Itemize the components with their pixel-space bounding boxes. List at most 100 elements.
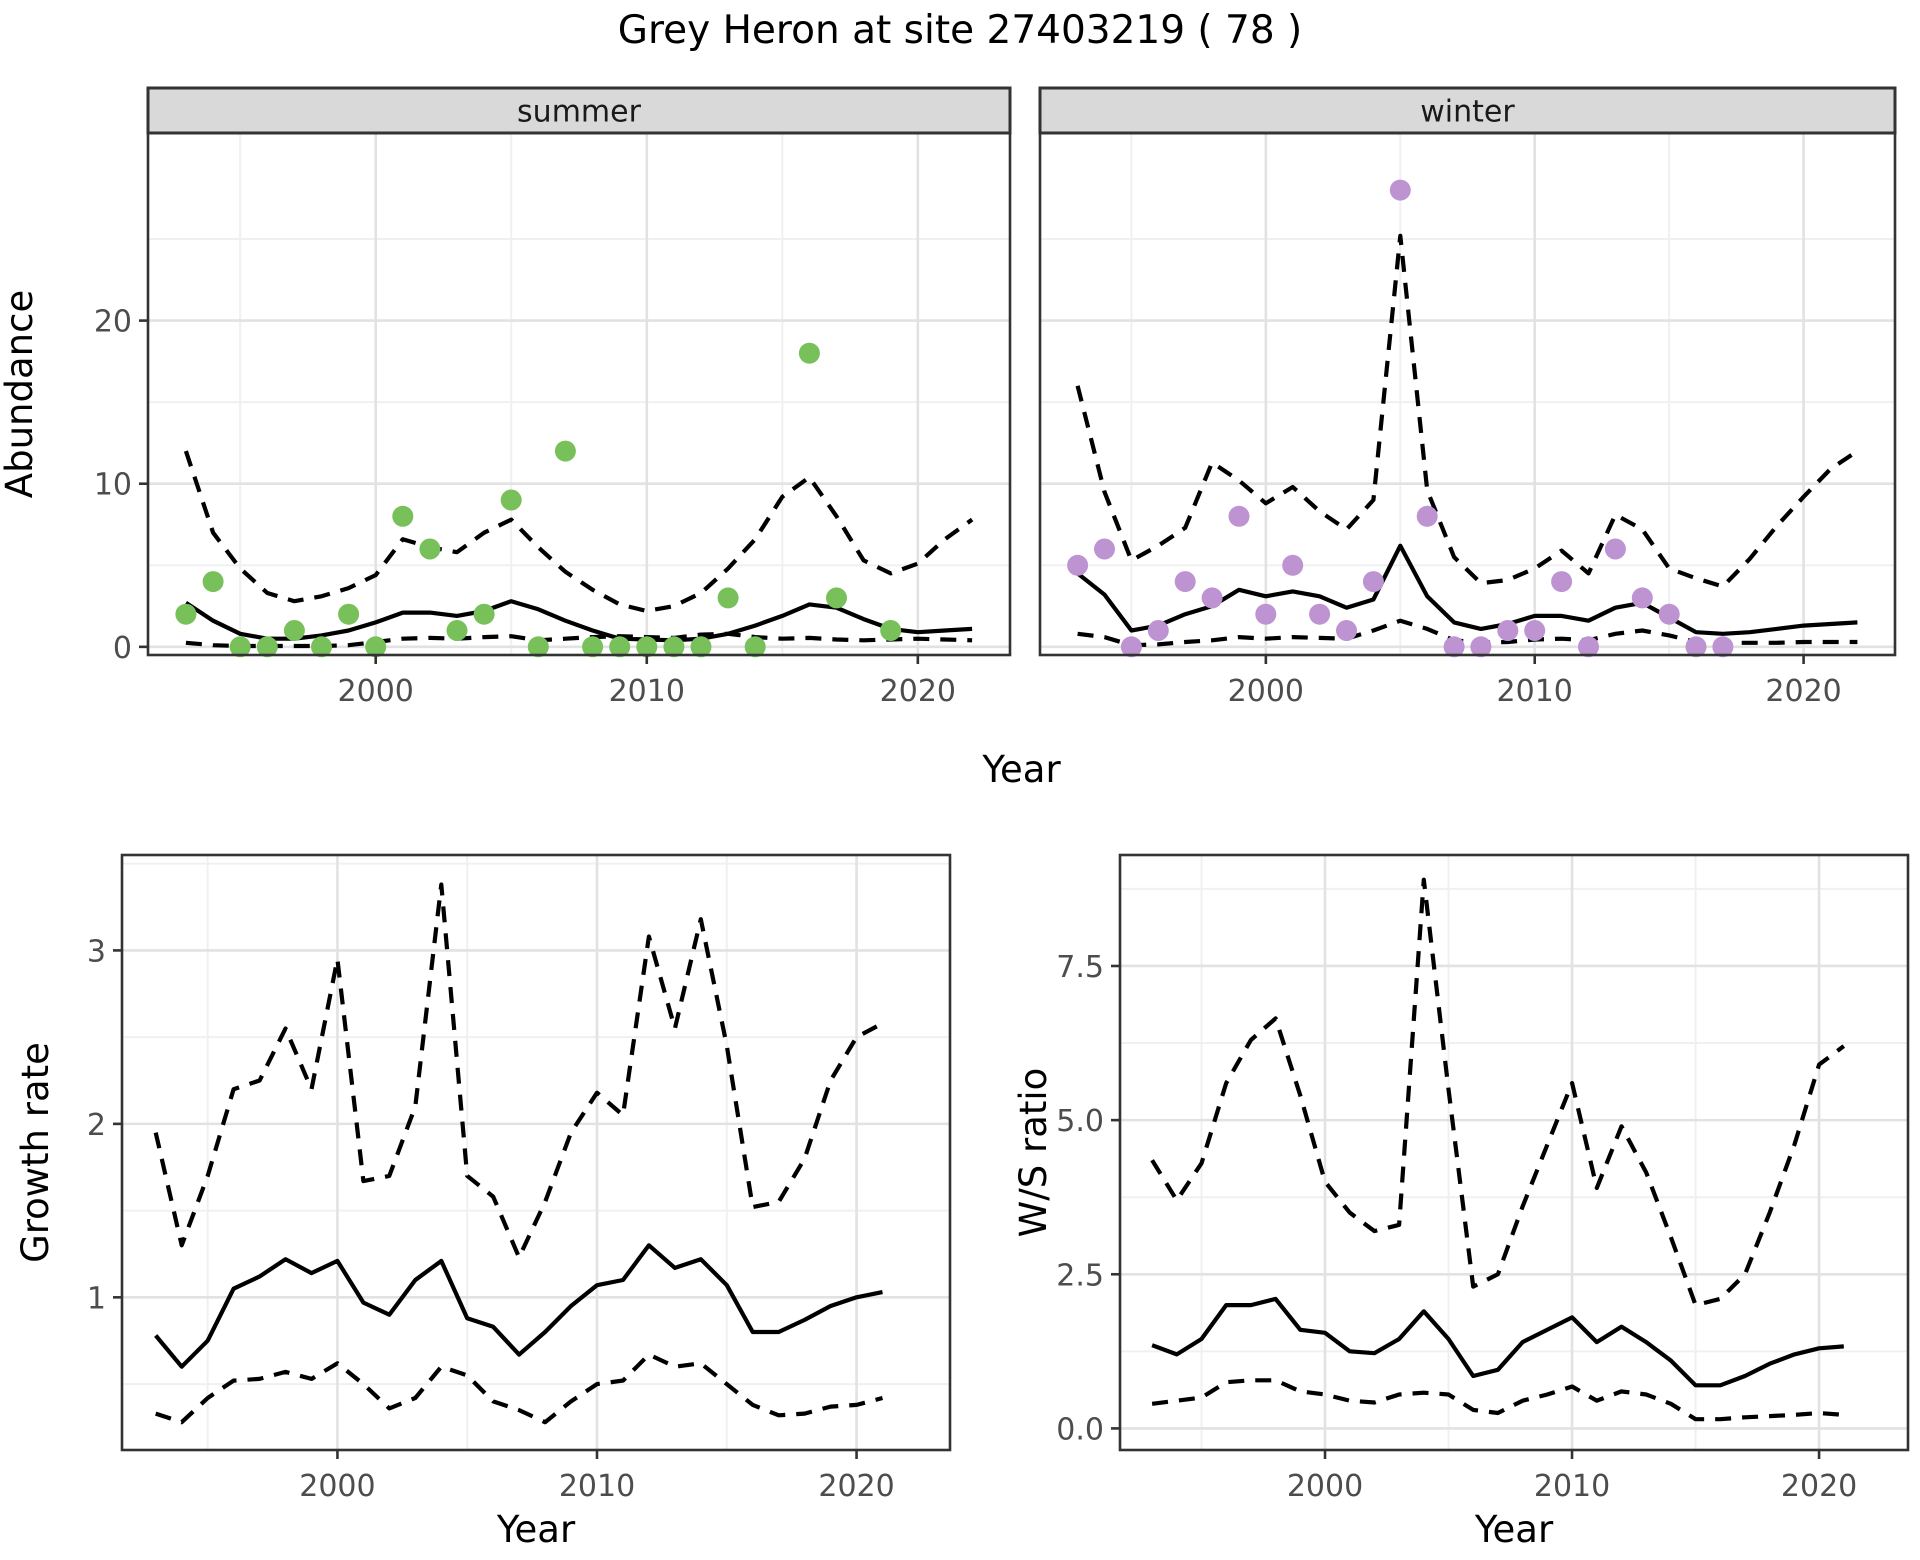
data-point: [473, 603, 495, 625]
lower-ci-line: [1151, 1378, 1844, 1422]
data-point: [419, 538, 441, 560]
panel-ws-ratio: 2000 2010 2020 0.0 2.5 5.0 7.5 Year W/S ratio: [1012, 853, 1910, 1551]
x-tick-label: 2000: [338, 674, 414, 709]
data-point: [283, 620, 305, 641]
data-point: [717, 587, 739, 609]
y-axis-title: Growth rate: [14, 1042, 57, 1263]
x-tick-label: 2000: [1287, 1469, 1363, 1504]
data-point: [1443, 636, 1465, 658]
facet-label: summer: [517, 95, 642, 130]
panel-border: [120, 853, 952, 1452]
data-point: [1094, 538, 1115, 560]
data-point: [229, 636, 251, 658]
panel-background: [1120, 855, 1908, 1450]
data-point: [798, 342, 820, 364]
upper-ci-line: [183, 450, 974, 614]
plot-title: Grey Heron at site 27403219 ( 78 ): [617, 8, 1303, 53]
data-point: [256, 636, 278, 658]
data-point: [1551, 571, 1573, 593]
data-point: [446, 620, 468, 641]
data-point: [1228, 505, 1250, 527]
x-tick-label: 2000: [1228, 674, 1304, 709]
y-axis-title: W/S ratio: [1012, 1068, 1055, 1238]
data-point: [202, 571, 224, 593]
trend-line: [154, 1243, 883, 1369]
x-tick-label: 2000: [299, 1469, 375, 1504]
data-point: [1174, 571, 1196, 593]
y-tick-label: 20: [94, 305, 132, 340]
data-point: [392, 505, 414, 527]
data-point: [1309, 603, 1331, 625]
facet-strip: [1038, 86, 1897, 135]
data-point: [1658, 603, 1680, 625]
data-point: [636, 636, 658, 658]
data-point: [880, 620, 902, 641]
panel-growth-rate: 2000 2010 2020 1 2 3 Year Growth rate: [14, 853, 952, 1551]
data-point: [744, 636, 766, 658]
data-point: [1578, 636, 1599, 658]
data-point: [1524, 620, 1546, 641]
facet-strip: [146, 86, 1012, 135]
x-tick-label: 2010: [559, 1469, 635, 1504]
top-y-axis-title: Abundance: [0, 290, 41, 498]
upper-ci-line: [1150, 877, 1846, 1308]
data-point: [1255, 603, 1277, 625]
facet-label: winter: [1420, 95, 1515, 130]
y-tick-label: 0: [113, 631, 132, 666]
upper-ci-line: [1075, 233, 1859, 589]
data-point: [609, 636, 631, 658]
data-point: [1147, 620, 1169, 641]
y-tick-label: 1: [87, 1281, 106, 1316]
upper-ci-line: [153, 882, 884, 1260]
x-tick-label: 2020: [818, 1469, 894, 1504]
y-tick-label: 2.5: [1056, 1258, 1104, 1293]
top-x-axis-title: Year: [981, 748, 1061, 791]
data-point: [1470, 636, 1492, 658]
data-point: [1416, 505, 1438, 527]
data-point: [1362, 571, 1384, 593]
data-point: [690, 636, 712, 658]
data-point: [1497, 620, 1519, 641]
panel-background: [148, 133, 1010, 655]
x-axis-title: Year: [496, 1508, 576, 1551]
data-point: [1067, 554, 1089, 576]
panel-background: [122, 855, 950, 1450]
data-point: [663, 636, 685, 658]
data-point: [1604, 538, 1626, 560]
data-point: [1201, 587, 1223, 609]
data-point: [527, 636, 549, 658]
y-tick-label: 3: [87, 934, 106, 969]
y-tick-label: 2: [87, 1108, 106, 1143]
data-point: [554, 440, 576, 462]
data-point: [338, 603, 360, 625]
data-point: [500, 489, 522, 511]
x-tick-label: 2020: [1765, 674, 1841, 709]
y-tick-label: 5.0: [1056, 1104, 1104, 1139]
lower-ci-line: [155, 1352, 884, 1425]
panel-abundance-summer: summer 2000 2010 2020 0 10 20: [94, 86, 1012, 709]
data-point: [175, 603, 197, 625]
data-point: [311, 636, 332, 658]
y-tick-label: 0.0: [1056, 1412, 1104, 1447]
data-point: [1282, 554, 1304, 576]
trend-line: [1151, 1296, 1844, 1388]
data-point: [365, 636, 387, 658]
x-tick-label: 2010: [609, 674, 685, 709]
y-tick-label: 10: [94, 468, 132, 503]
data-point: [826, 587, 847, 609]
data-point: [1120, 636, 1142, 658]
data-point: [1685, 636, 1707, 658]
trend-line: [1076, 543, 1858, 636]
lower-ci-line: [185, 631, 973, 649]
panel-abundance-winter: winter 2000 2010 2020: [1038, 86, 1897, 709]
y-tick-label: 7.5: [1056, 950, 1104, 985]
x-tick-label: 2010: [1534, 1469, 1610, 1504]
trend-line: [184, 599, 973, 643]
x-tick-label: 2020: [880, 674, 956, 709]
data-point: [1712, 636, 1734, 658]
data-point: [1631, 587, 1653, 609]
panel-background: [1040, 133, 1895, 655]
panel-border: [1118, 853, 1910, 1452]
data-point: [1336, 620, 1357, 641]
